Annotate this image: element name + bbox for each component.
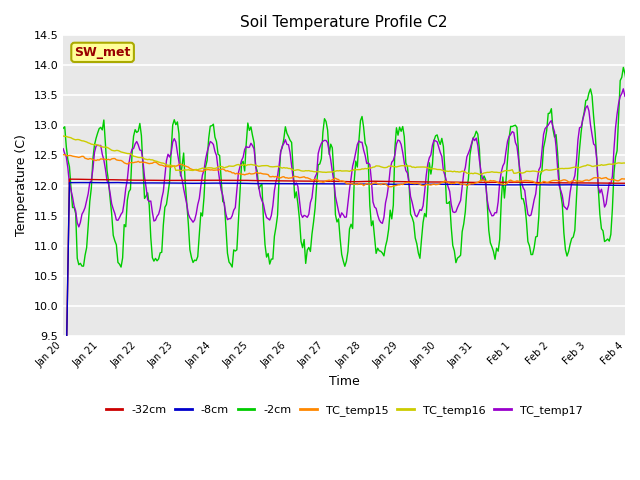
X-axis label: Time: Time [329,375,360,388]
Legend: -32cm, -8cm, -2cm, TC_temp15, TC_temp16, TC_temp17: -32cm, -8cm, -2cm, TC_temp15, TC_temp16,… [101,400,587,420]
Y-axis label: Temperature (C): Temperature (C) [15,134,28,237]
Title: Soil Temperature Profile C2: Soil Temperature Profile C2 [241,15,448,30]
Text: SW_met: SW_met [74,46,131,59]
